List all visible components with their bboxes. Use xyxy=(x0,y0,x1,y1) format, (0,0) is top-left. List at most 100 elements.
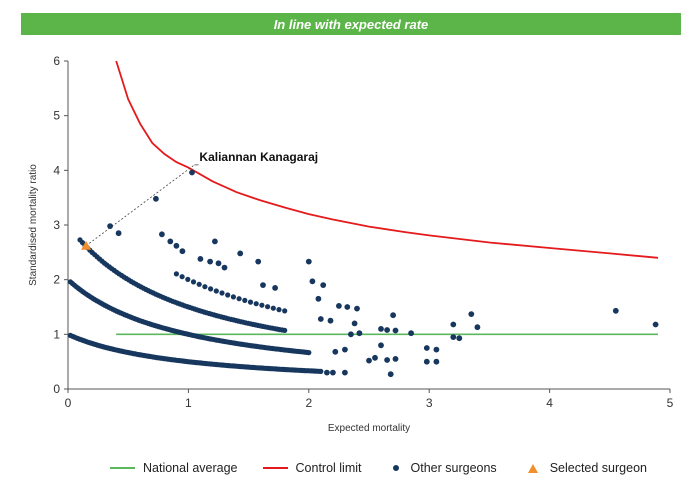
selected-surgeon-marker xyxy=(81,240,92,250)
other-surgeon-point xyxy=(189,169,195,176)
other-surgeon-point xyxy=(318,368,324,374)
legend-item-control-limit[interactable]: Control limit xyxy=(262,461,362,475)
y-tick-label: 6 xyxy=(53,54,60,68)
x-tick-label: 3 xyxy=(426,396,433,410)
other-surgeon-point xyxy=(306,350,312,356)
other-surgeon-point xyxy=(115,230,122,237)
other-surgeon-point xyxy=(327,317,334,324)
y-tick-label: 4 xyxy=(53,163,60,177)
status-banner: In line with expected rate xyxy=(21,13,681,35)
other-surgeon-point xyxy=(315,295,322,302)
other-surgeon-point xyxy=(354,305,360,312)
x-tick-label: 5 xyxy=(667,396,674,410)
legend-item-other-surgeons[interactable]: Other surgeons xyxy=(387,461,497,475)
other-surgeon-point xyxy=(159,231,165,238)
other-surgeon-point xyxy=(351,320,358,327)
y-tick-label: 5 xyxy=(53,109,60,123)
other-surgeon-point xyxy=(309,278,316,285)
other-surgeon-point xyxy=(259,302,265,308)
other-surgeon-point xyxy=(230,294,236,300)
other-surgeon-point xyxy=(348,331,354,338)
selected-surgeon-leader xyxy=(85,164,195,247)
other-surgeon-point xyxy=(225,292,231,298)
y-tick-label: 0 xyxy=(53,382,60,396)
other-surgeon-point xyxy=(423,358,430,365)
national-average-swatch xyxy=(110,467,135,469)
control-limit-swatch xyxy=(262,467,288,469)
chart-legend: National average Control limit Other sur… xyxy=(110,459,647,477)
other-surgeon-point xyxy=(242,297,248,303)
other-surgeon-point xyxy=(366,357,372,364)
funnel-plot: 0 1 2 3 4 5 6 0 1 2 3 4 5 Expected mortality Standardi… xyxy=(28,54,674,434)
other-surgeon-point xyxy=(456,335,463,342)
legend-label-national-average: National average xyxy=(143,461,238,475)
other-surgeon-point xyxy=(197,256,204,262)
other-surgeons-points xyxy=(107,169,659,378)
other-surgeon-point xyxy=(342,369,348,376)
other-surgeon-point xyxy=(219,290,225,296)
other-surgeon-point xyxy=(390,312,396,319)
other-surgeon-point xyxy=(330,369,336,376)
other-surgeon-point xyxy=(612,307,619,314)
other-surgeon-point xyxy=(336,303,342,309)
other-surgeon-point xyxy=(344,304,351,310)
other-surgeon-point xyxy=(265,304,271,310)
other-surgeon-point xyxy=(408,330,414,337)
control-limit-line xyxy=(115,60,659,259)
other-surgeon-point xyxy=(173,242,180,249)
other-surgeon-point xyxy=(190,279,197,285)
other-surgeon-point xyxy=(276,307,282,313)
other-surgeon-point xyxy=(384,357,390,363)
other-surgeon-point xyxy=(282,327,288,333)
other-surgeon-point xyxy=(237,250,244,257)
other-surgeon-point xyxy=(255,258,262,265)
other-surgeon-point xyxy=(305,258,312,265)
y-axis-label: Standardised mortality ratio xyxy=(28,164,39,286)
legend-item-selected-surgeon[interactable]: Selected surgeon xyxy=(522,461,647,475)
other-surgeon-point xyxy=(387,371,394,378)
y-tick-label: 1 xyxy=(53,327,60,341)
other-surgeon-point xyxy=(185,276,191,282)
other-surgeon-point xyxy=(253,301,259,307)
other-surgeon-point xyxy=(272,285,278,291)
other-surgeon-point xyxy=(213,288,219,294)
other-surgeon-point xyxy=(378,342,384,349)
other-surgeon-point xyxy=(450,334,457,340)
legend-item-national-average[interactable]: National average xyxy=(110,461,238,475)
other-surgeon-point xyxy=(392,327,399,334)
other-surgeon-point xyxy=(342,346,348,353)
other-surgeons-swatch xyxy=(392,465,399,471)
other-surgeon-point xyxy=(423,345,430,351)
legend-label-control-limit: Control limit xyxy=(295,461,362,475)
other-surgeon-point xyxy=(202,284,208,290)
other-surgeon-point xyxy=(179,248,186,255)
other-surgeon-point xyxy=(384,327,390,333)
other-surgeon-point xyxy=(167,238,174,245)
x-tick-label: 1 xyxy=(185,396,192,410)
other-surgeon-point xyxy=(260,282,266,288)
legend-label-other-surgeons: Other surgeons xyxy=(410,461,497,475)
other-surgeon-point xyxy=(270,305,276,311)
y-tick-label: 2 xyxy=(53,273,60,287)
other-surgeon-point xyxy=(215,260,222,267)
other-surgeon-point xyxy=(236,296,242,302)
other-surgeon-point xyxy=(474,324,481,331)
other-surgeon-point xyxy=(433,346,440,353)
other-surgeon-point xyxy=(221,264,228,271)
x-tick-label: 4 xyxy=(546,396,553,410)
other-surgeon-point xyxy=(378,326,384,332)
other-surgeon-point xyxy=(247,299,254,305)
other-surgeon-point xyxy=(282,308,288,314)
other-surgeon-point xyxy=(212,238,218,245)
other-surgeon-point xyxy=(179,274,185,280)
other-surgeon-point xyxy=(392,356,399,362)
other-surgeon-point xyxy=(356,330,363,337)
other-surgeon-point xyxy=(468,311,475,317)
x-tick-label: 2 xyxy=(305,396,312,410)
other-surgeon-point xyxy=(208,286,214,292)
x-tick-label: 0 xyxy=(65,396,72,410)
other-surgeon-point xyxy=(433,358,440,365)
other-surgeon-point xyxy=(317,316,324,322)
other-surgeon-point xyxy=(324,369,330,376)
other-surgeon-point xyxy=(173,271,179,277)
